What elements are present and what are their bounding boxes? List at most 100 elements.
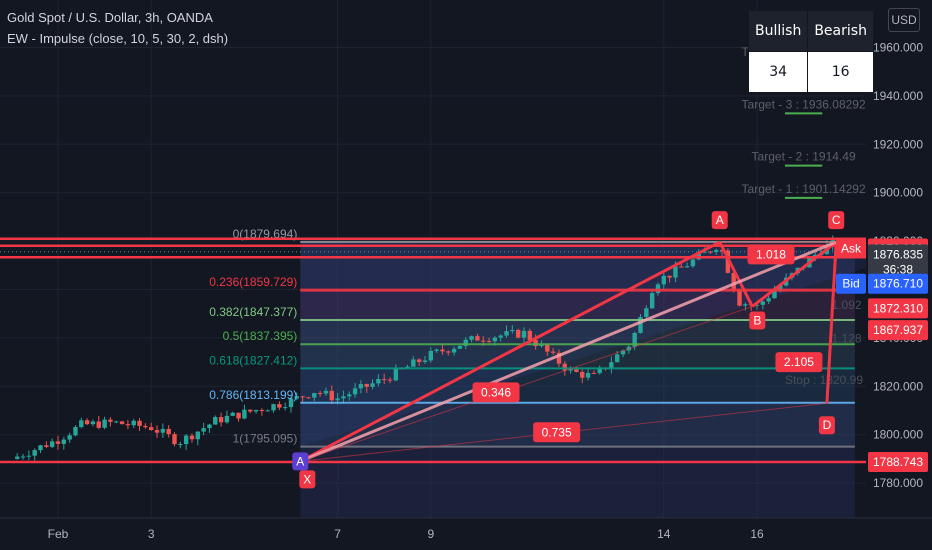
candle-body <box>510 329 515 332</box>
projection-label: 1.128 <box>832 332 862 346</box>
candle-body <box>515 329 521 338</box>
candle-body <box>335 398 340 401</box>
candle-body <box>73 426 78 436</box>
candle-body <box>446 351 451 353</box>
price-tag: 1788.743 <box>873 455 923 469</box>
x-tick-label: 14 <box>657 527 671 541</box>
candle-body <box>137 420 142 426</box>
candle-body <box>277 404 282 408</box>
candle-body <box>90 421 96 425</box>
candle-body <box>108 419 113 422</box>
candle-body <box>364 383 369 387</box>
target-label: Target - 2 : 1914.49 <box>752 150 856 164</box>
candle-body <box>667 275 672 278</box>
candle-body <box>743 304 748 306</box>
wave-label-C: C <box>832 213 841 227</box>
candle-body <box>469 336 474 340</box>
candle-body <box>481 340 486 342</box>
y-tick-label: 1800.000 <box>873 428 923 442</box>
wave-label-box <box>299 470 316 489</box>
candle-body <box>638 316 643 333</box>
price-tag: 1867.937 <box>873 323 923 337</box>
wave-lines <box>299 240 838 463</box>
candle-body <box>591 372 597 374</box>
candle-body <box>102 419 107 428</box>
ratio-label: 2.105 <box>784 355 814 369</box>
candle-body <box>463 339 468 346</box>
candle-body <box>323 390 329 394</box>
candle-body <box>195 431 200 440</box>
candle-body <box>684 266 690 268</box>
candle-body <box>679 266 684 268</box>
symbol-title: Gold Spot / U.S. Dollar, 3h, OANDA <box>7 10 213 25</box>
candle-body <box>125 424 131 426</box>
fib-label-0.786: 0.786(1813.199) <box>209 388 297 402</box>
candle-body <box>189 435 195 440</box>
bearish-count: 16 <box>807 51 874 93</box>
candle-body <box>661 275 666 285</box>
price-tag-box <box>868 298 928 319</box>
candle-body <box>178 444 183 446</box>
wave-label-D: D <box>823 418 832 432</box>
candle-body <box>428 350 433 361</box>
candle-body <box>259 410 265 412</box>
candle-body <box>457 345 463 349</box>
bullish-header: Bullish <box>747 10 809 52</box>
candle-body <box>434 349 439 351</box>
candle-body <box>230 412 235 416</box>
fib-label-0: 0(1879.694) <box>233 227 298 241</box>
candle-body <box>673 266 678 278</box>
candle-body <box>154 429 160 433</box>
candle-body <box>172 434 177 445</box>
candle-body <box>760 301 766 305</box>
candle-body <box>96 421 101 428</box>
wave-segment <box>825 241 838 404</box>
price-tag: 1876.710 <box>873 277 923 291</box>
candle-body <box>84 420 90 425</box>
candle-body <box>347 394 352 397</box>
candle-body <box>26 455 32 457</box>
y-tick-label: 1940.000 <box>873 89 923 103</box>
candle-body <box>352 388 358 395</box>
candle-body <box>492 337 498 342</box>
indicator-title[interactable]: EW - Impulse (close, 10, 5, 30, 2, dsh) <box>7 31 229 46</box>
candle-body <box>737 290 742 306</box>
candle-body <box>370 383 375 387</box>
ratio-label: 0.735 <box>542 425 572 439</box>
ratio-box <box>775 352 823 373</box>
fib-label-0.382: 0.382(1847.377) <box>209 305 297 319</box>
candle-body <box>772 290 777 299</box>
candle-body <box>416 359 422 362</box>
bullish-count: 34 <box>747 51 809 93</box>
impulse-marker-box <box>292 452 309 471</box>
candle-body <box>609 362 614 369</box>
candle-body <box>166 428 171 435</box>
x-tick-label: 16 <box>750 527 764 541</box>
candle-body <box>574 369 579 372</box>
fib-band <box>300 368 855 403</box>
candle-body <box>393 368 399 381</box>
wave-segment <box>299 240 837 463</box>
time-axis-bg <box>0 518 932 550</box>
wave-segment <box>751 240 838 308</box>
candle-body <box>160 428 166 433</box>
candle-body <box>271 404 276 411</box>
candle-body <box>44 445 49 447</box>
candle-body <box>248 409 253 412</box>
candle-body <box>615 354 620 363</box>
candle-body <box>55 441 61 444</box>
candle-body <box>527 330 533 341</box>
candle-body <box>49 441 55 447</box>
x-tick-label: 9 <box>427 527 434 541</box>
wave-segment <box>300 305 753 462</box>
wave-label-B: B <box>753 313 761 327</box>
ratio-box <box>533 422 581 443</box>
candle-body <box>67 435 72 440</box>
wave-segment <box>299 240 721 463</box>
candle-body <box>422 360 428 362</box>
candle-body <box>533 340 538 347</box>
currency-button[interactable]: USD <box>888 8 920 32</box>
x-tick-label: 7 <box>334 527 341 541</box>
price-tag-box <box>868 451 928 472</box>
projection-label: 1.092 <box>832 298 862 312</box>
